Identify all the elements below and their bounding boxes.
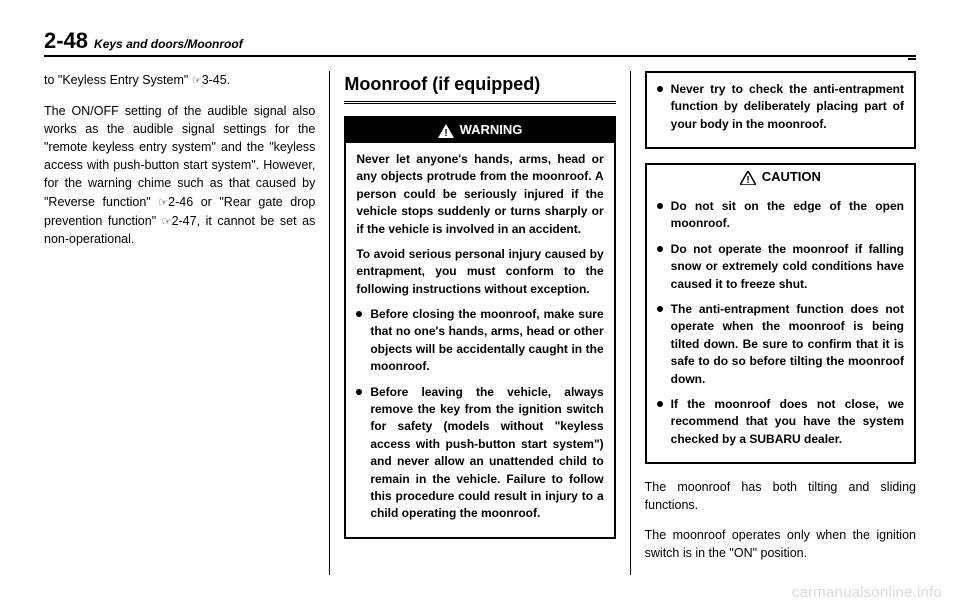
warning-box: ! WARNING Never let anyone's hands, arms… (344, 116, 615, 539)
caution-box: ! CAUTION Do not sit on the edge of the … (645, 163, 916, 464)
caution-triangle-icon: ! (740, 171, 756, 185)
breadcrumb: Keys and doors/Moonroof (94, 37, 243, 51)
ref-icon: ☞ (162, 216, 172, 228)
warning-item: Before leaving the vehicle, always remov… (356, 384, 603, 523)
column-1: to "Keyless Entry System" ☞3-45. The ON/… (44, 71, 325, 575)
text: 3-45. (202, 73, 231, 87)
column-2: Moonroof (if equipped) ! WARNING Never l… (334, 71, 625, 575)
text: The ON/OFF setting of the audible signal… (44, 104, 315, 209)
warning-item: Never try to check the anti-entrapment f… (657, 81, 904, 133)
col3-para-2: The moonroof operates only when the igni… (645, 526, 916, 562)
manual-page: 2-48 Keys and doors/Moonroof to "Keyless… (0, 0, 960, 595)
svg-text:!: ! (746, 175, 749, 185)
section-title: Moonroof (if equipped) (344, 71, 615, 102)
col3-para-1: The moonroof has both tilting and slidin… (645, 478, 916, 514)
ref-icon: ☞ (158, 197, 168, 209)
caution-body: Do not sit on the edge of the open moonr… (647, 190, 914, 462)
warning-box-continued: Never try to check the anti-entrapment f… (645, 71, 916, 149)
caution-item: Do not sit on the edge of the open moonr… (657, 198, 904, 233)
col1-para-1: to "Keyless Entry System" ☞3-45. (44, 71, 315, 90)
warning-body-cont: Never try to check the anti-entrapment f… (647, 73, 914, 147)
page-number: 2-48 (44, 28, 88, 54)
ref-icon: ☞ (192, 75, 202, 87)
column-3: Never try to check the anti-entrapment f… (635, 71, 916, 575)
warning-header: ! WARNING (346, 118, 613, 143)
warning-item: Before closing the moonroof, make sure t… (356, 306, 603, 376)
text: to "Keyless Entry System" (44, 73, 192, 87)
caution-label: CAUTION (762, 168, 821, 187)
column-divider (630, 71, 631, 575)
warning-p2: To avoid serious personal injury caused … (356, 246, 603, 298)
caution-item: The anti-entrapment function does not op… (657, 301, 904, 388)
content-columns: to "Keyless Entry System" ☞3-45. The ON/… (44, 71, 916, 575)
page-header: 2-48 Keys and doors/Moonroof (44, 28, 916, 57)
caution-item: Do not operate the moonroof if falling s… (657, 241, 904, 293)
watermark: carmanualsonline.info (792, 584, 942, 601)
caution-header: ! CAUTION (647, 165, 914, 190)
warning-p1: Never let anyone's hands, arms, head or … (356, 151, 603, 238)
warning-triangle-icon: ! (438, 124, 454, 138)
warning-label: WARNING (460, 121, 523, 140)
column-divider (329, 71, 330, 575)
col1-para-2: The ON/OFF setting of the audible signal… (44, 102, 315, 249)
warning-body: Never let anyone's hands, arms, head or … (346, 143, 613, 537)
caution-item: If the moonroof does not close, we recom… (657, 396, 904, 448)
svg-text:!: ! (444, 128, 447, 138)
